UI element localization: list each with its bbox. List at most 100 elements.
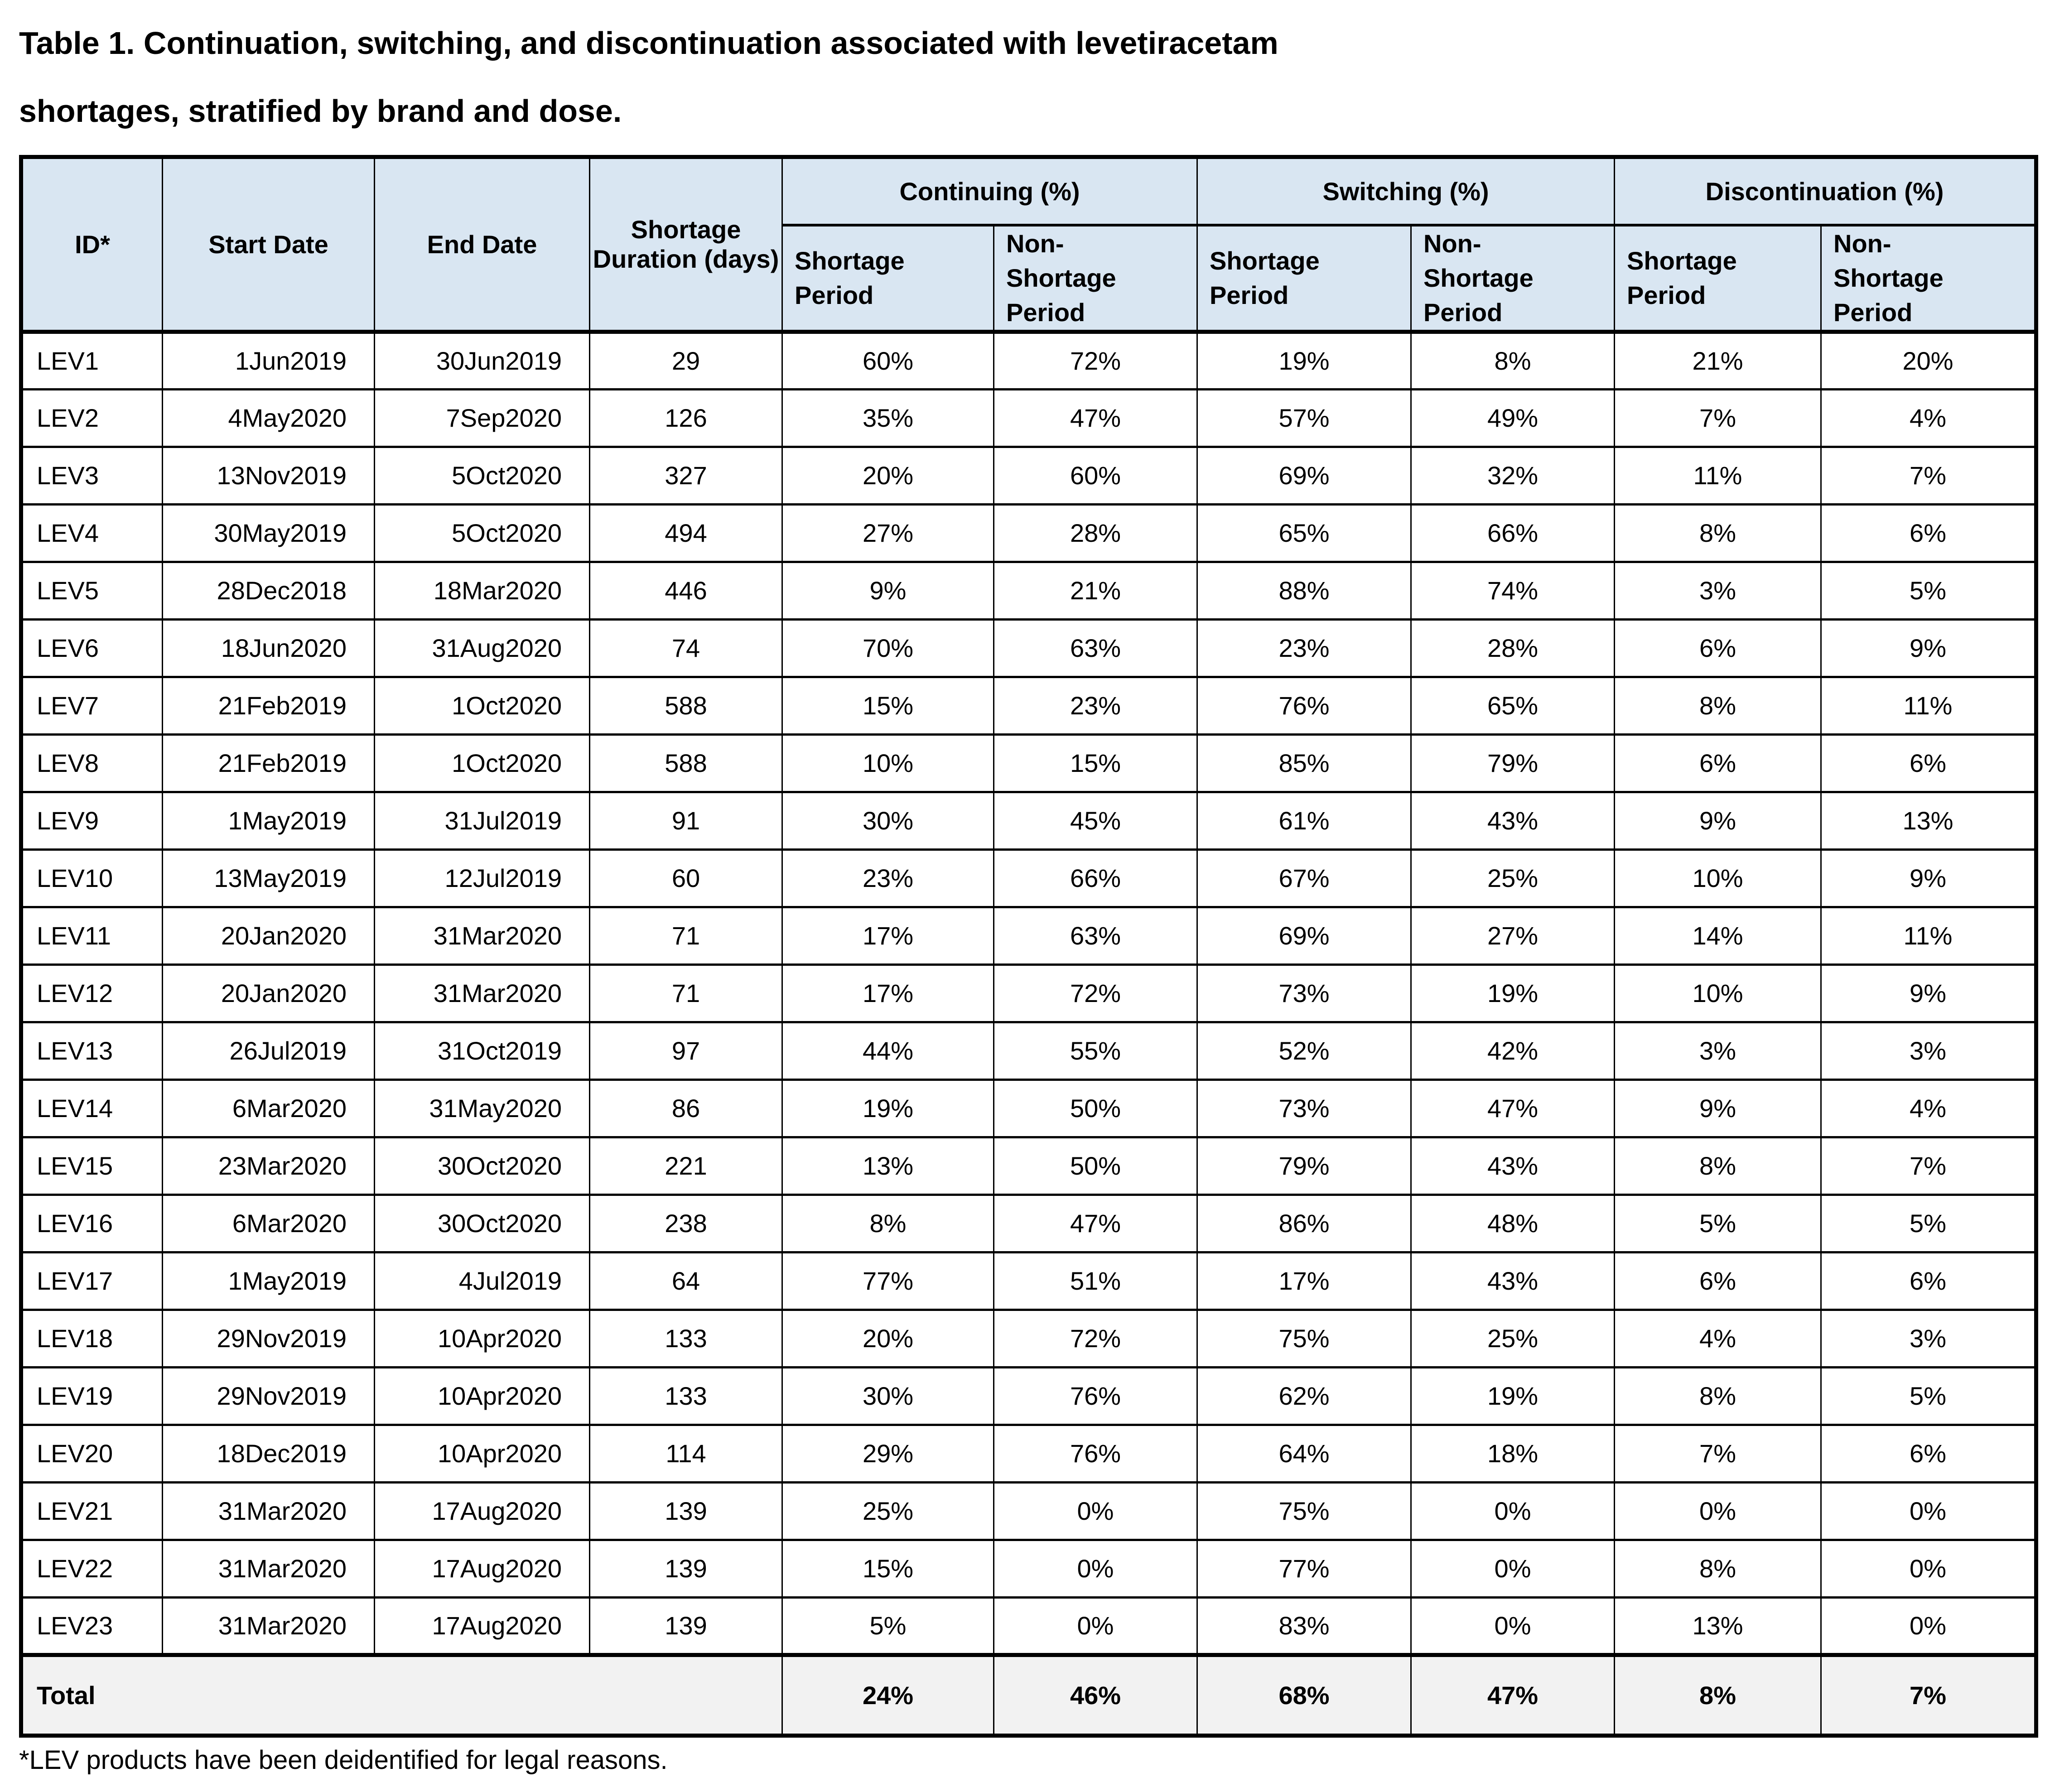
cell-discontinuation-shortage: 0% (1614, 1481, 1822, 1541)
cell-switching-shortage: 57% (1196, 388, 1412, 448)
cell-continuing-shortage: 19% (781, 1078, 994, 1138)
total-switching-non-shortage: 47% (1410, 1652, 1616, 1736)
cell-end-date: 4Jul2019 (374, 1251, 590, 1311)
cell-switching-non-shortage: 32% (1410, 445, 1616, 506)
cell-id: LEV3 (20, 445, 163, 506)
cell-switching-shortage: 52% (1196, 1021, 1412, 1081)
cell-continuing-shortage: 15% (781, 675, 994, 736)
cell-discontinuation-shortage: 4% (1614, 1308, 1822, 1368)
header-shortage-duration: Shortage Duration (days) (589, 156, 783, 334)
cell-switching-non-shortage: 25% (1410, 1308, 1616, 1368)
cell-end-date: 30Jun2019 (374, 330, 590, 390)
cell-discontinuation-non-shortage: 6% (1820, 503, 2037, 563)
cell-switching-shortage: 17% (1196, 1251, 1412, 1311)
total-label: Total (20, 1652, 783, 1736)
cell-continuing-non-shortage: 55% (993, 1021, 1198, 1081)
table-row: LEV7 21Feb2019 1Oct2020 588 15% 23% 76% … (20, 675, 2037, 736)
cell-switching-shortage: 75% (1196, 1481, 1412, 1541)
cell-continuing-shortage: 77% (781, 1251, 994, 1311)
cell-continuing-shortage: 13% (781, 1136, 994, 1196)
cell-id: LEV14 (20, 1078, 163, 1138)
cell-discontinuation-shortage: 7% (1614, 1423, 1822, 1484)
cell-discontinuation-shortage: 8% (1614, 1136, 1822, 1196)
cell-continuing-non-shortage: 21% (993, 560, 1198, 621)
table-row: LEV17 1May2019 4Jul2019 64 77% 51% 17% 4… (20, 1251, 2037, 1311)
shortage-table: ID* Start Date End Date Shortage Duratio… (19, 155, 2039, 1738)
cell-shortage-duration: 588 (589, 675, 783, 736)
cell-end-date: 1Oct2020 (374, 675, 590, 736)
header-discontinuation-non-shortage-period: Non-Shortage Period (1820, 224, 2037, 334)
table-row: LEV5 28Dec2018 18Mar2020 446 9% 21% 88% … (20, 560, 2037, 621)
table-row: LEV2 4May2020 7Sep2020 126 35% 47% 57% 4… (20, 388, 2037, 448)
table-row: LEV13 26Jul2019 31Oct2019 97 44% 55% 52%… (20, 1021, 2037, 1081)
cell-end-date: 30Oct2020 (374, 1193, 590, 1253)
cell-switching-non-shortage: 19% (1410, 1366, 1616, 1426)
table-row: LEV11 20Jan2020 31Mar2020 71 17% 63% 69%… (20, 906, 2037, 966)
cell-switching-shortage: 65% (1196, 503, 1412, 563)
header-switching-non-shortage-period: Non-Shortage Period (1410, 224, 1616, 334)
cell-discontinuation-non-shortage: 9% (1820, 618, 2037, 678)
cell-discontinuation-non-shortage: 5% (1820, 560, 2037, 621)
cell-shortage-duration: 139 (589, 1596, 783, 1656)
cell-switching-non-shortage: 27% (1410, 906, 1616, 966)
cell-end-date: 10Apr2020 (374, 1366, 590, 1426)
cell-end-date: 31Jul2019 (374, 790, 590, 851)
cell-switching-shortage: 86% (1196, 1193, 1412, 1253)
cell-continuing-shortage: 17% (781, 963, 994, 1023)
total-continuing-shortage: 24% (781, 1652, 994, 1736)
cell-id: LEV5 (20, 560, 163, 621)
cell-continuing-shortage: 17% (781, 906, 994, 966)
header-discontinuation-shortage-period: Shortage Period (1614, 224, 1822, 334)
cell-start-date: 6Mar2020 (162, 1193, 375, 1253)
cell-discontinuation-non-shortage: 11% (1820, 906, 2037, 966)
cell-start-date: 1May2019 (162, 790, 375, 851)
header-switching-shortage-period: Shortage Period (1196, 224, 1412, 334)
table-body: LEV1 1Jun2019 30Jun2019 29 60% 72% 19% 8… (20, 330, 2037, 1656)
cell-start-date: 6Mar2020 (162, 1078, 375, 1138)
cell-switching-non-shortage: 43% (1410, 790, 1616, 851)
cell-id: LEV12 (20, 963, 163, 1023)
table-row: LEV14 6Mar2020 31May2020 86 19% 50% 73% … (20, 1078, 2037, 1138)
cell-switching-non-shortage: 25% (1410, 848, 1616, 908)
cell-end-date: 31Mar2020 (374, 963, 590, 1023)
table-row: LEV15 23Mar2020 30Oct2020 221 13% 50% 79… (20, 1136, 2037, 1196)
cell-id: LEV9 (20, 790, 163, 851)
cell-discontinuation-non-shortage: 9% (1820, 963, 2037, 1023)
cell-start-date: 13Nov2019 (162, 445, 375, 506)
cell-id: LEV18 (20, 1308, 163, 1368)
cell-discontinuation-shortage: 5% (1614, 1193, 1822, 1253)
cell-switching-non-shortage: 0% (1410, 1538, 1616, 1599)
cell-continuing-non-shortage: 72% (993, 330, 1198, 390)
cell-id: LEV2 (20, 388, 163, 448)
cell-continuing-shortage: 5% (781, 1596, 994, 1656)
cell-end-date: 1Oct2020 (374, 733, 590, 793)
cell-switching-shortage: 61% (1196, 790, 1412, 851)
cell-continuing-shortage: 70% (781, 618, 994, 678)
cell-id: LEV23 (20, 1596, 163, 1656)
cell-continuing-non-shortage: 60% (993, 445, 1198, 506)
cell-discontinuation-non-shortage: 6% (1820, 1251, 2037, 1311)
cell-continuing-non-shortage: 72% (993, 963, 1198, 1023)
table-row: LEV12 20Jan2020 31Mar2020 71 17% 72% 73%… (20, 963, 2037, 1023)
cell-discontinuation-shortage: 8% (1614, 675, 1822, 736)
cell-switching-shortage: 67% (1196, 848, 1412, 908)
cell-continuing-shortage: 27% (781, 503, 994, 563)
cell-continuing-shortage: 35% (781, 388, 994, 448)
cell-end-date: 5Oct2020 (374, 503, 590, 563)
table-row: LEV23 31Mar2020 17Aug2020 139 5% 0% 83% … (20, 1596, 2037, 1656)
cell-continuing-non-shortage: 63% (993, 906, 1198, 966)
cell-discontinuation-non-shortage: 0% (1820, 1538, 2037, 1599)
cell-switching-non-shortage: 0% (1410, 1481, 1616, 1541)
table-title-line2: shortages, stratified by brand and dose. (19, 93, 622, 129)
table-title: Table 1. Continuation, switching, and di… (19, 9, 2036, 145)
cell-discontinuation-shortage: 11% (1614, 445, 1822, 506)
header-continuing-shortage-period: Shortage Period (781, 224, 994, 334)
table-row: LEV18 29Nov2019 10Apr2020 133 20% 72% 75… (20, 1308, 2037, 1368)
cell-id: LEV8 (20, 733, 163, 793)
cell-continuing-non-shortage: 47% (993, 388, 1198, 448)
cell-continuing-shortage: 60% (781, 330, 994, 390)
cell-discontinuation-shortage: 7% (1614, 388, 1822, 448)
cell-discontinuation-non-shortage: 5% (1820, 1193, 2037, 1253)
cell-shortage-duration: 588 (589, 733, 783, 793)
cell-shortage-duration: 494 (589, 503, 783, 563)
